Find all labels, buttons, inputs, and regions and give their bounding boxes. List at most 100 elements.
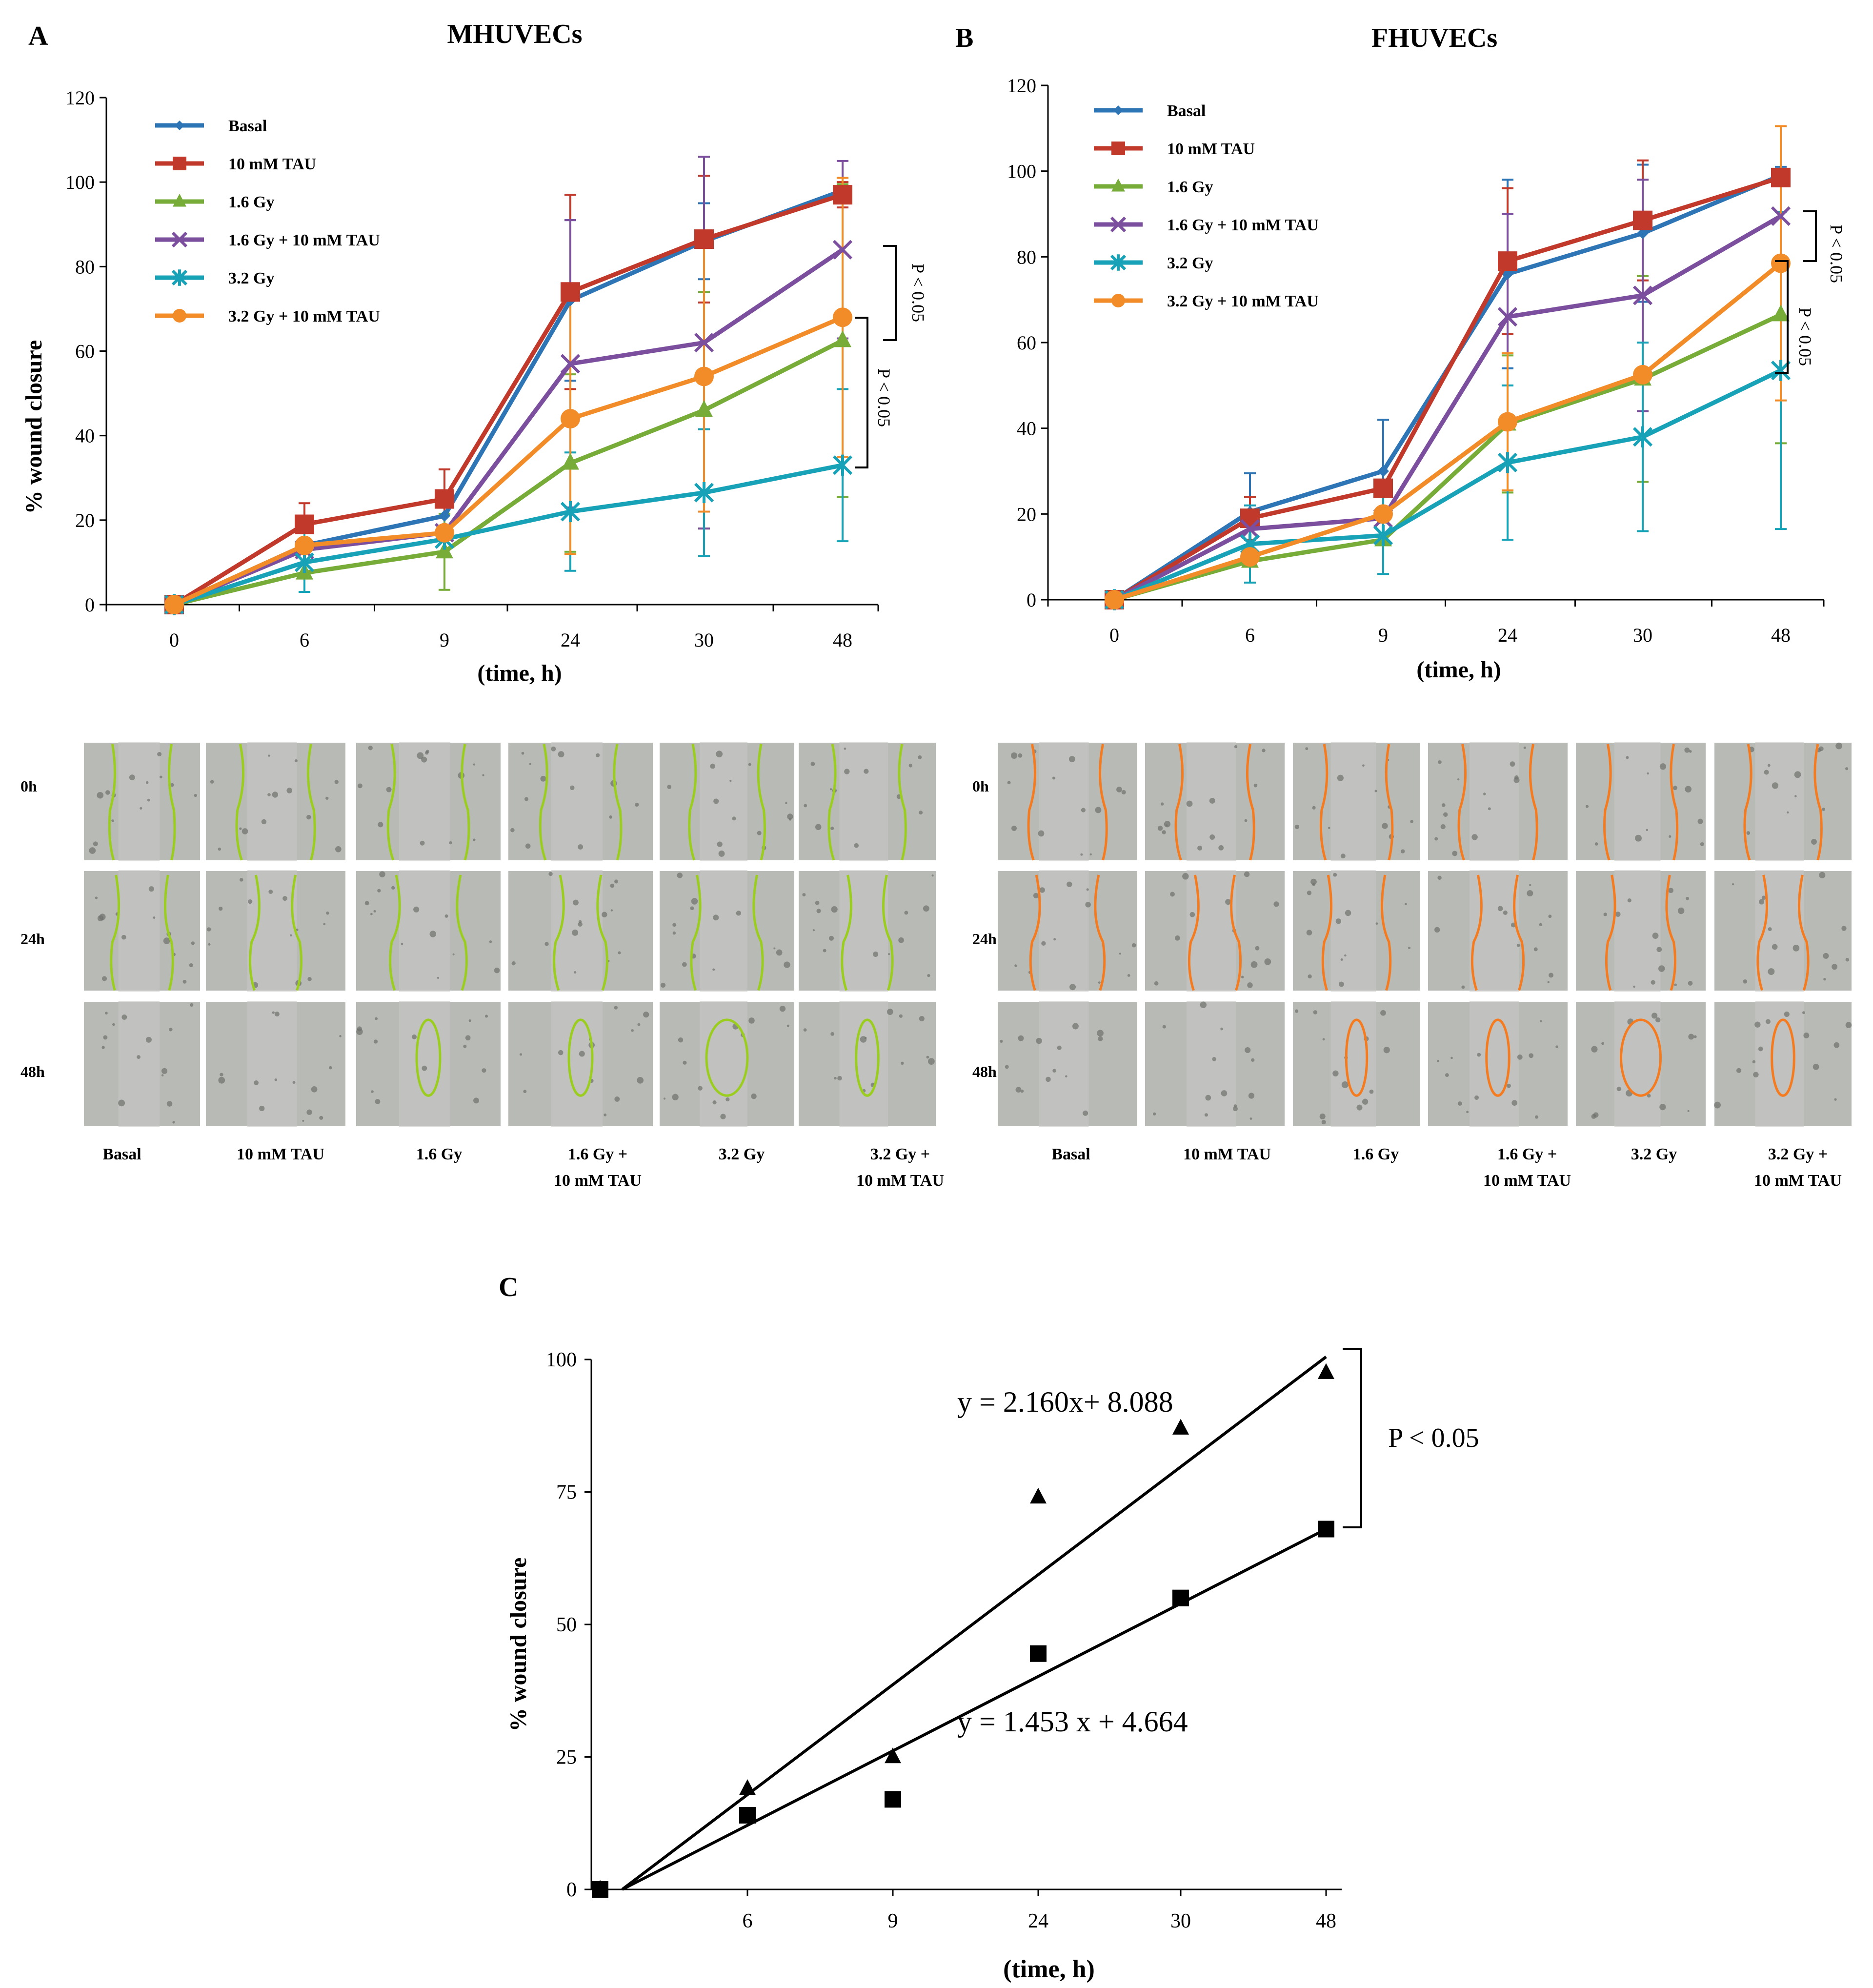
x-tick-label: 24 [1028,1910,1048,1932]
wound-edge-line [1513,874,1525,991]
cell-speck [1601,1042,1605,1045]
cell-speck [1305,747,1309,751]
cell-speck [1197,845,1203,851]
cell-speck [1039,887,1045,893]
y-tick-label: 60 [75,341,95,363]
cell-speck [823,949,826,953]
cell-speck [683,1060,687,1065]
cell-speck [1483,792,1486,795]
cell-speck [444,914,448,918]
cell-speck [254,1080,259,1085]
wound-edge-line [1756,874,1768,991]
cell-speck [804,804,807,808]
cell-speck [421,756,427,763]
legend-marker [171,231,188,248]
cell-speck [1792,945,1800,952]
data-point [1502,268,1513,280]
wound-edge-line [613,744,623,861]
cell-speck [1341,1081,1349,1088]
cell-speck [1834,1098,1837,1101]
cell-speck [751,1093,757,1099]
cell-speck [610,883,615,888]
cell-speck [540,775,546,782]
cell-speck [159,775,162,779]
cell-speck [1000,1039,1003,1043]
data-point [1772,304,1790,322]
cell-speck [1697,818,1703,824]
cell-speck [604,1113,607,1116]
cell-speck [596,753,600,757]
row-labels-b: 0h 24h 48h [972,777,997,1080]
cell-speck [524,797,529,801]
wound-edge-line [110,874,121,991]
cell-speck [779,1006,786,1012]
panel-b-title: FHUVECs [1371,23,1497,53]
cell-speck [1069,984,1076,991]
legend-marker [173,157,186,170]
wound-outline [855,1018,880,1097]
cell-speck [1674,983,1677,987]
cell-speck [375,1017,378,1020]
cell-speck [484,1014,488,1018]
cell-speck [1310,878,1317,885]
micrograph-grid-b [996,741,1853,1128]
y-tick-label: 0 [566,1879,577,1901]
data-point [1373,525,1393,546]
cell-speck [137,1055,141,1059]
cell-speck [272,791,279,798]
y-tick-label: 120 [1007,75,1036,97]
legend-label: 3.2 Gy + 10 mM TAU [1167,292,1319,310]
cell-speck [1052,776,1055,780]
cell-speck [574,971,577,974]
wound-outline [1485,1018,1510,1097]
cell-speck [1041,941,1046,946]
cell-speck [1005,1065,1009,1069]
cell-speck [326,912,329,915]
micrograph-shade [118,1001,160,1127]
cell-speck [1527,890,1533,896]
cell-speck [268,890,273,894]
cell-speck [1438,760,1442,764]
cell-speck [1511,1100,1518,1106]
cell-speck [1685,786,1692,793]
cell-speck [437,976,440,979]
cell-speck [1845,958,1849,962]
wound-edge-line [1094,874,1106,991]
x-tick-label: 0 [169,629,179,651]
cell-speck [1529,884,1531,886]
micrograph-shade [700,742,747,861]
cell-speck [422,1065,427,1071]
cell-speck [294,759,298,763]
cell-speck [420,840,425,846]
cell-speck [145,781,149,784]
wound-edge-line [757,744,766,861]
data-point [294,551,315,573]
cell-speck [465,1035,471,1041]
cell-speck [272,1011,275,1014]
wound-edge-line [1188,874,1200,991]
wound-edge-line [306,744,316,861]
micrograph-shade [247,742,297,861]
cell-speck [259,1105,265,1112]
micrograph-shade [551,1001,603,1127]
data-point [1498,251,1517,271]
cell-speck [1488,807,1491,811]
cell-speck [1437,875,1442,880]
micrograph-shade [1614,742,1661,861]
wound-edge-line [389,874,401,991]
cell-speck [1450,1056,1453,1059]
micrograph-shade [1470,1001,1519,1127]
wound-outline [1345,1018,1369,1097]
wound-edge-line [108,744,117,861]
sig-label-a-1: P < 0.05 [908,264,928,322]
cell-speck [1127,974,1130,977]
cell-speck [242,828,248,834]
cell-speck [1743,979,1748,984]
cell-speck [1794,771,1801,778]
cell-speck [1761,895,1766,900]
cell-speck [1688,1034,1694,1040]
cell-speck [609,815,612,819]
cell-speck [1686,896,1689,900]
data-point [1497,452,1518,473]
cell-speck [1020,1089,1024,1093]
